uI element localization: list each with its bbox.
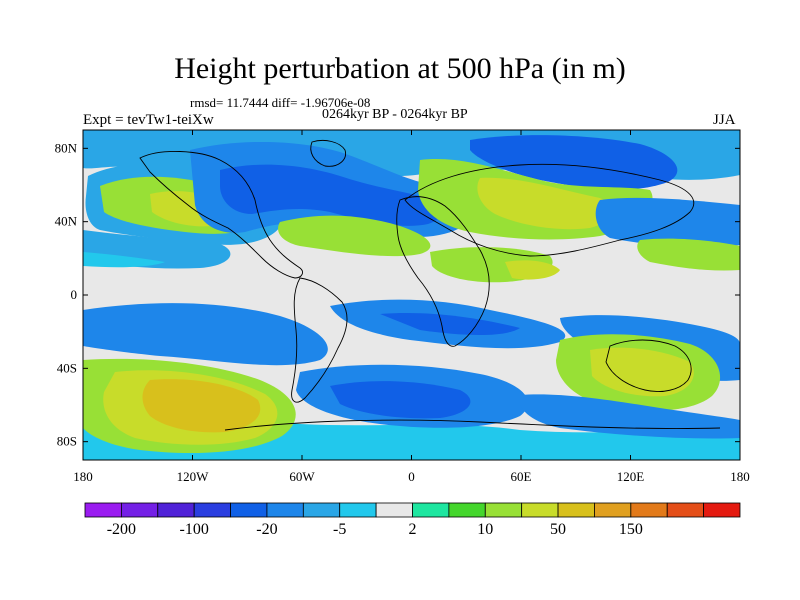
chart-title: Height perturbation at 500 hPa (in m)	[174, 52, 626, 85]
period-label: 0264kyr BP - 0264kyr BP	[322, 107, 468, 122]
colorbar-swatch	[594, 502, 632, 518]
colorbar-label: -100	[180, 521, 209, 538]
greenland-outline	[310, 139, 346, 167]
colorbar-swatch	[412, 502, 450, 518]
australian-high-core	[590, 347, 694, 397]
x-tick-label: 180	[730, 469, 750, 484]
colorbar-swatch	[266, 502, 304, 518]
rmsd-stats-label: rmsd= 11.7444 diff= -1.96706e-08	[190, 95, 371, 110]
anomaly-field	[83, 130, 740, 460]
colorbar-label: -5	[333, 521, 346, 538]
southern-ocean-core	[330, 381, 471, 419]
eurasia-outline	[404, 163, 695, 257]
colorbar-label: 2	[409, 521, 417, 538]
subtropical-band-edge	[83, 252, 165, 268]
arctic-trough	[470, 135, 678, 190]
experiment-label: Expt = tevTw1-teiXw	[83, 112, 214, 128]
south-indian-band	[519, 394, 740, 439]
colorbar-swatch	[375, 502, 413, 518]
colorbar-label: -20	[256, 521, 277, 538]
colorbar-swatch	[302, 502, 341, 518]
colorbar-swatch	[339, 502, 377, 518]
colorbar-label: 150	[619, 521, 643, 538]
colorbar-swatch	[193, 502, 231, 518]
colorbar-label: 50	[550, 521, 566, 538]
coastlines	[139, 139, 721, 431]
x-tick-label: 120E	[617, 469, 645, 484]
y-tick-label: 80S	[57, 434, 77, 449]
south-america-outline	[291, 277, 348, 403]
axis-ticks: 180 120W 60W 0 60E 120E 180 80N 40N 0 40S 80S	[55, 130, 750, 484]
colorbar-swatch	[120, 502, 159, 518]
colorbar-label: -200	[107, 521, 136, 538]
colorbar-swatch	[666, 502, 705, 518]
x-tick-label: 60W	[289, 469, 315, 484]
atlantic-trough-core	[220, 164, 442, 226]
west-pacific-tropical	[637, 238, 740, 271]
y-tick-label: 80N	[55, 140, 78, 155]
colorbar-swatch	[703, 502, 741, 518]
africa-outline	[396, 196, 490, 347]
x-tick-label: 60E	[511, 469, 532, 484]
colorbar-swatch	[484, 502, 523, 518]
colorbar-swatch	[557, 502, 595, 518]
colorbar-swatch	[84, 502, 122, 518]
australia-outline	[605, 339, 692, 392]
antarctica-outline	[224, 419, 721, 431]
y-tick-label: 0	[71, 287, 78, 302]
south-pacific-trough	[83, 303, 328, 366]
south-pacific-high-core	[142, 379, 261, 433]
african-tropical-core	[505, 260, 560, 280]
x-tick-label: 0	[408, 469, 415, 484]
colorbar-swatch	[230, 502, 268, 518]
colorbar: -200 -100 -20 -5 2 10 50 150	[84, 502, 741, 538]
colorbar-label: 10	[477, 521, 493, 538]
y-tick-label: 40N	[55, 214, 78, 229]
colorbar-swatch	[521, 502, 559, 518]
x-tick-label: 180	[73, 469, 93, 484]
north-america-outline	[139, 151, 303, 279]
colorbar-swatch	[157, 502, 195, 518]
colorbar-swatch	[630, 502, 668, 518]
mid-atlantic-band	[278, 215, 431, 257]
colorbar-swatch	[448, 502, 486, 518]
x-tick-label: 120W	[177, 469, 210, 484]
season-label: JJA	[713, 112, 736, 128]
siberian-ridge-core	[477, 177, 613, 230]
south-atlantic-core	[380, 312, 520, 335]
west-pacific-band	[595, 197, 740, 248]
y-tick-label: 40S	[57, 360, 77, 375]
